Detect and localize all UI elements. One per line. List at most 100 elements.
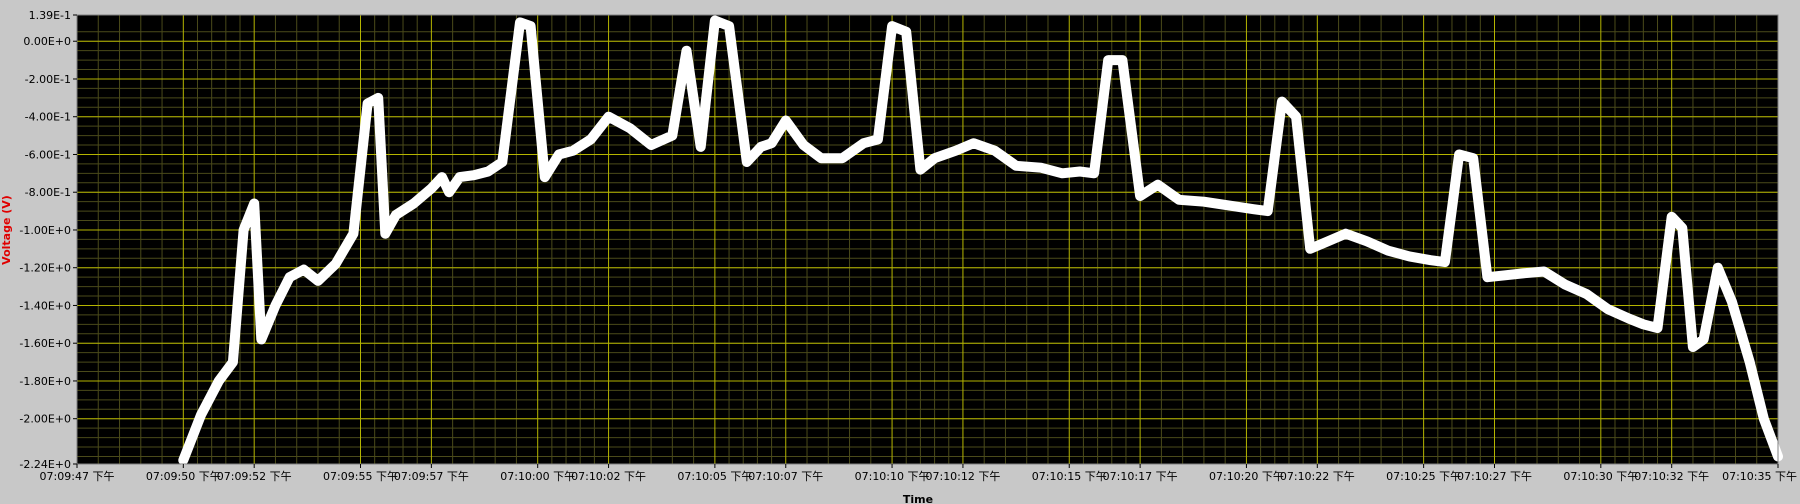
data-point (862, 142, 865, 145)
x-tick-label: 07:10:05 下午 (677, 470, 752, 483)
data-point (1730, 300, 1733, 303)
data-point (1585, 293, 1588, 296)
data-point (1252, 208, 1255, 211)
data-point (905, 30, 908, 33)
data-point (1443, 261, 1446, 264)
data-point (1121, 59, 1124, 62)
data-point (217, 380, 220, 382)
data-point (745, 161, 748, 163)
data-point (1227, 204, 1230, 207)
data-point (919, 168, 922, 171)
x-tick-label: 07:10:32 下午 (1634, 470, 1709, 483)
data-point (820, 157, 823, 160)
data-point (1178, 198, 1181, 201)
data-point (334, 262, 337, 265)
data-point (1344, 232, 1347, 235)
data-point (448, 191, 451, 194)
data-point (1628, 317, 1631, 320)
data-point (430, 187, 433, 190)
x-tick-label: 07:10:00 下午 (500, 470, 575, 483)
data-point (1295, 115, 1298, 118)
data-point (954, 149, 957, 152)
data-point (377, 96, 380, 99)
data-point (1039, 166, 1042, 169)
data-point (713, 19, 716, 22)
data-point (1543, 270, 1546, 273)
data-point (1015, 164, 1018, 167)
data-point (472, 174, 475, 177)
data-point (242, 229, 245, 231)
y-axis-label: Voltage (V) (0, 195, 13, 265)
x-tick-label: 07:10:17 下午 (1103, 470, 1178, 483)
data-point (607, 115, 610, 118)
data-point (1716, 266, 1719, 269)
data-point (182, 459, 185, 462)
x-tick-label: 07:10:27 下午 (1457, 470, 1532, 483)
data-point (1280, 100, 1283, 103)
data-point (557, 153, 560, 156)
data-point (1139, 195, 1142, 197)
data-point (759, 145, 762, 148)
y-tick-label: -1.60E+0 (19, 337, 71, 350)
data-point (1748, 361, 1751, 364)
data-point (200, 413, 202, 416)
data-point (972, 142, 975, 145)
x-tick-label: 07:10:10 下午 (855, 470, 930, 483)
data-point (650, 144, 653, 146)
data-point (876, 138, 879, 141)
x-tick-label: 07:09:55 下午 (323, 470, 398, 483)
data-point (543, 176, 546, 179)
x-tick-label: 07:09:52 下午 (217, 470, 292, 483)
y-tick-label: -1.20E+0 (19, 262, 71, 275)
data-point (274, 304, 277, 307)
plot-border (76, 14, 1779, 465)
data-point (384, 232, 387, 235)
data-point (1656, 327, 1659, 330)
data-point (993, 149, 996, 152)
x-tick-label: 07:10:15 下午 (1032, 470, 1107, 483)
data-point (1642, 323, 1645, 326)
data-point (770, 142, 773, 145)
y-tick-label: -1.80E+0 (19, 375, 71, 388)
data-point (1429, 259, 1432, 262)
x-tick-label: 07:09:50 下午 (146, 470, 221, 483)
x-tick-label: 07:10:07 下午 (748, 470, 823, 483)
y-tick-label: 0.00E+0 (23, 35, 71, 48)
y-axis-ticks: 1.39E-1 0.00E+0 -2.00E-1 -4.00E-1 -6.00E-1 -8… (19, 9, 77, 471)
data-point (288, 276, 291, 279)
data-point (1606, 308, 1609, 311)
data-point (1521, 272, 1524, 275)
data-point (671, 134, 674, 137)
data-point (1093, 172, 1096, 175)
data-point (366, 102, 369, 105)
x-tick-label: 07:10:12 下午 (925, 470, 1000, 483)
data-point (260, 338, 263, 341)
voltage-trace (178, 15, 1783, 466)
y-tick-label: -2.00E+0 (19, 413, 71, 426)
data-point (628, 127, 631, 130)
y-tick-label: -1.40E+0 (19, 299, 71, 312)
data-point (1156, 183, 1159, 186)
data-point (1691, 346, 1694, 348)
y-tick-label: -8.00E-1 (25, 186, 71, 199)
data-point (441, 176, 443, 179)
data-point (1458, 153, 1461, 156)
data-point (1061, 172, 1064, 175)
data-point (317, 279, 319, 282)
x-tick-label: 07:10:02 下午 (571, 470, 646, 483)
data-point (501, 161, 504, 163)
data-point (699, 145, 702, 148)
x-tick-label: 07:10:20 下午 (1209, 470, 1284, 483)
data-point (1564, 283, 1567, 286)
data-point (1681, 227, 1684, 230)
data-point (728, 25, 731, 28)
x-tick-label: 07:10:30 下午 (1563, 470, 1638, 483)
x-axis-label: Time (903, 493, 933, 504)
x-tick-label: 07:10:35 下午 (1722, 470, 1797, 483)
data-point (487, 170, 490, 173)
data-point (394, 213, 397, 216)
data-point (1472, 157, 1475, 160)
data-point (1107, 59, 1110, 62)
